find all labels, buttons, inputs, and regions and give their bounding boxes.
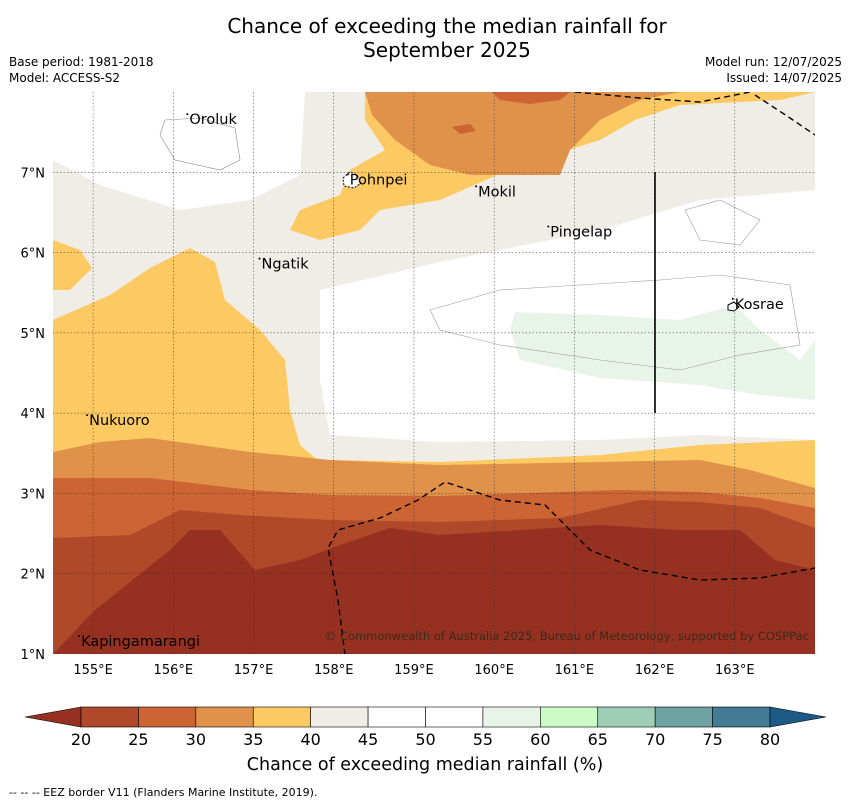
- lon-tick-label: 157°E: [234, 663, 274, 678]
- model-run-text: Model run: 12/07/2025: [704, 55, 842, 69]
- lat-tick-label: 1°N: [21, 648, 46, 663]
- colorbar-segment: [252, 706, 311, 728]
- colorbar-tick-label: 75: [702, 730, 722, 749]
- band-45-55-north: [53, 92, 305, 210]
- place-labels: Oroluk Pohnpei Mokil Pingelap Ngatik Kosrae Nu…: [78, 112, 784, 650]
- colorbar-label: Chance of exceeding median rainfall (%): [246, 755, 604, 775]
- lat-tick-label: 7°N: [21, 166, 46, 181]
- colorbar-tick-label: 65: [588, 730, 608, 749]
- colorbar-tick-label: 20: [71, 730, 91, 749]
- band-25-30-north: [492, 92, 570, 104]
- longitude-ticks: 155°E 156°E 157°E 158°E 159°E 160°E 161°E 162°E…: [73, 663, 754, 678]
- band-55-60: [510, 305, 815, 400]
- colorbar-segment: [482, 706, 541, 728]
- place-label: Mokil: [478, 184, 516, 200]
- colorbar-segment: [654, 706, 713, 728]
- place-marker: [78, 634, 81, 637]
- copyright-notice: © Commonwealth of Australia 2025, Bureau…: [325, 629, 809, 643]
- eez-border-south: [327, 481, 815, 654]
- colorbar-tick-label: 45: [358, 730, 378, 749]
- issued-text: Issued: 14/07/2025: [726, 71, 842, 85]
- colorbar: 20 25 30 35 40 45 50 55 60 65 70 75 80: [24, 706, 827, 749]
- title-line-1: Chance of exceeding the median rainfall …: [227, 14, 667, 38]
- band-35-40-west: [53, 240, 92, 290]
- lat-tick-label: 4°N: [21, 407, 46, 422]
- colorbar-segment: [80, 706, 139, 728]
- rainfall-field: [53, 92, 815, 654]
- colorbar-tick-label: 55: [473, 730, 493, 749]
- lon-tick-label: 159°E: [394, 663, 434, 678]
- colorbar-tick-label: 70: [645, 730, 665, 749]
- colorbar-tick-label: 80: [760, 730, 780, 749]
- colorbar-segment: [540, 706, 599, 728]
- band-below-20: [53, 525, 815, 654]
- colorbar-segment: [367, 706, 426, 728]
- place-label: Kapingamarangi: [81, 634, 200, 650]
- colorbar-under-arrow: [24, 706, 82, 728]
- band-30-35-north: [365, 92, 680, 175]
- meta-left: Base period: 1981-2018 Model: ACCESS-S2: [9, 54, 154, 86]
- place-label: Oroluk: [189, 112, 237, 128]
- lon-tick-label: 160°E: [474, 663, 514, 678]
- title-line-2: September 2025: [363, 38, 531, 62]
- colorbar-tick-label: 25: [128, 730, 148, 749]
- band-25-30-spot: [452, 124, 476, 134]
- colorbar-segment: [310, 706, 369, 728]
- lat-tick-label: 2°N: [21, 568, 46, 583]
- contour-central: [429, 274, 801, 371]
- latitude-ticks: 7°N 6°N 5°N 4°N 3°N 2°N 1°N: [21, 166, 46, 663]
- meta-right: Model run: 12/07/2025 Issued: 14/07/2025: [705, 54, 842, 86]
- lon-tick-label: 162°E: [635, 663, 675, 678]
- contour-oroluk: [159, 117, 241, 171]
- place-label: Pingelap: [550, 225, 612, 241]
- eez-footnote: -- -- -- EEZ border V11 (Flanders Marine…: [9, 786, 318, 799]
- colorbar-tick-label: 35: [243, 730, 263, 749]
- lat-tick-label: 6°N: [21, 247, 46, 262]
- place-label: Pohnpei: [350, 172, 408, 188]
- colorbar-over-arrow: [769, 706, 827, 728]
- lat-tick-label: 5°N: [21, 327, 46, 342]
- lon-tick-label: 156°E: [154, 663, 194, 678]
- place-marker: [86, 414, 89, 417]
- colorbar-tick-label: 60: [530, 730, 550, 749]
- lat-tick-label: 3°N: [21, 487, 46, 502]
- graticule: [53, 92, 815, 654]
- place-label: Nukuoro: [89, 413, 150, 429]
- place-label: Kosrae: [735, 297, 784, 313]
- colorbar-tick-label: 30: [186, 730, 206, 749]
- place-marker: [186, 113, 189, 116]
- lon-tick-label: 161°E: [555, 663, 595, 678]
- colorbar-segment: [195, 706, 254, 728]
- place-marker: [547, 225, 550, 228]
- eez-border-northeast: [754, 94, 815, 136]
- place-marker: [346, 173, 349, 176]
- model-text: Model: ACCESS-S2: [9, 71, 121, 85]
- lon-tick-label: 158°E: [314, 663, 354, 678]
- colorbar-tick-label: 40: [300, 730, 320, 749]
- colorbar-segment: [138, 706, 197, 728]
- lon-tick-label: 155°E: [73, 663, 113, 678]
- place-marker: [475, 185, 478, 188]
- colorbar-segment: [425, 706, 484, 728]
- contour-east: [684, 199, 761, 246]
- map-title: Chance of exceeding the median rainfall …: [0, 14, 850, 62]
- base-period-text: Base period: 1981-2018: [9, 55, 154, 69]
- place-marker: [258, 257, 261, 260]
- kosrae-island: [727, 301, 740, 312]
- lon-tick-label: 163°E: [715, 663, 755, 678]
- eez-border-north: [574, 92, 751, 103]
- pohnpei-island: [342, 171, 362, 189]
- place-label: Ngatik: [262, 257, 310, 273]
- colorbar-tick-label: 50: [415, 730, 435, 749]
- colorbar-segment: [597, 706, 656, 728]
- colorbar-segment: [712, 706, 771, 728]
- place-marker: [731, 297, 734, 300]
